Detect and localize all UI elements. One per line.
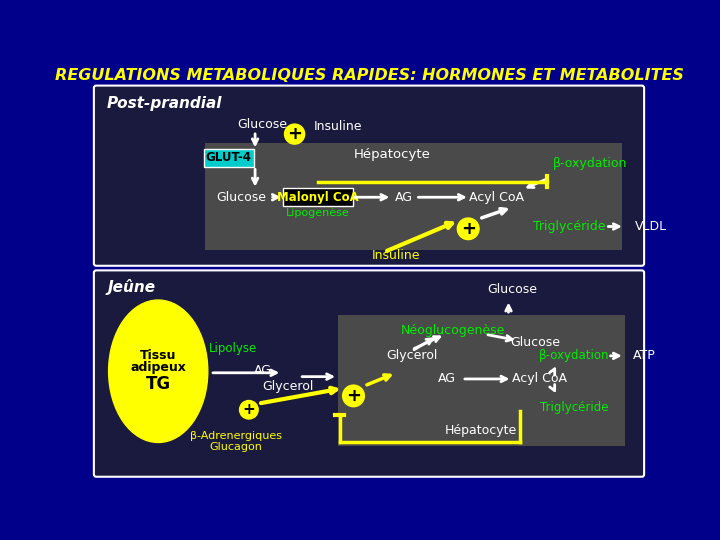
Text: Tissu: Tissu — [140, 349, 176, 362]
Text: Glucose: Glucose — [237, 118, 287, 131]
Text: Lipolyse: Lipolyse — [210, 342, 258, 355]
Text: β-oxydation: β-oxydation — [539, 349, 610, 362]
Text: ATP: ATP — [632, 349, 655, 362]
FancyBboxPatch shape — [94, 85, 644, 266]
Text: AG: AG — [395, 191, 413, 204]
Text: Acyl CoA: Acyl CoA — [469, 191, 524, 204]
Text: TG: TG — [145, 375, 171, 393]
Text: Triglycéride: Triglycéride — [533, 220, 606, 233]
FancyBboxPatch shape — [204, 143, 621, 249]
Text: VLDL: VLDL — [635, 220, 667, 233]
Text: Post-prandial: Post-prandial — [107, 96, 222, 111]
Text: Glucose: Glucose — [216, 191, 266, 204]
FancyBboxPatch shape — [94, 271, 644, 477]
Text: +: + — [461, 220, 476, 238]
Text: Glucagon: Glucagon — [210, 442, 262, 452]
Text: Lipogenèse: Lipogenèse — [286, 207, 350, 218]
Text: Hépatocyte: Hépatocyte — [445, 424, 518, 437]
Text: β-Adrenergiques: β-Adrenergiques — [189, 431, 282, 441]
Text: +: + — [346, 387, 361, 405]
Circle shape — [457, 218, 479, 240]
Text: Glucose: Glucose — [510, 335, 561, 348]
Text: Néoglucogenèse: Néoglucogenèse — [400, 324, 505, 337]
Text: +: + — [243, 402, 256, 417]
Text: REGULATIONS METABOLIQUES RAPIDES: HORMONES ET METABOLITES: REGULATIONS METABOLIQUES RAPIDES: HORMON… — [55, 68, 683, 83]
Circle shape — [284, 124, 305, 144]
Text: AG: AG — [438, 373, 456, 386]
Text: +: + — [287, 125, 302, 143]
Text: Glucose: Glucose — [487, 283, 537, 296]
Text: AG: AG — [254, 364, 272, 377]
FancyBboxPatch shape — [204, 148, 253, 167]
FancyBboxPatch shape — [338, 315, 625, 446]
Text: Malonyl CoA: Malonyl CoA — [277, 191, 359, 204]
Text: Triglycéride: Triglycéride — [540, 401, 608, 414]
Text: GLUT-4: GLUT-4 — [206, 151, 252, 165]
Circle shape — [240, 401, 258, 419]
Text: Glycerol: Glycerol — [386, 349, 437, 362]
Circle shape — [343, 385, 364, 407]
Text: Insuline: Insuline — [314, 120, 362, 133]
Text: Glycerol: Glycerol — [262, 380, 313, 393]
Text: Jeûne: Jeûne — [107, 279, 156, 294]
FancyBboxPatch shape — [283, 188, 353, 206]
Ellipse shape — [109, 300, 208, 442]
Text: β-oxydation: β-oxydation — [553, 157, 627, 170]
Text: adipeux: adipeux — [130, 361, 186, 374]
Text: Hépatocyte: Hépatocyte — [354, 147, 431, 160]
Text: Acyl CoA: Acyl CoA — [512, 373, 567, 386]
Text: Insuline: Insuline — [372, 249, 420, 262]
